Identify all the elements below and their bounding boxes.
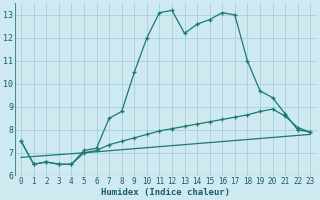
X-axis label: Humidex (Indice chaleur): Humidex (Indice chaleur) bbox=[101, 188, 230, 197]
